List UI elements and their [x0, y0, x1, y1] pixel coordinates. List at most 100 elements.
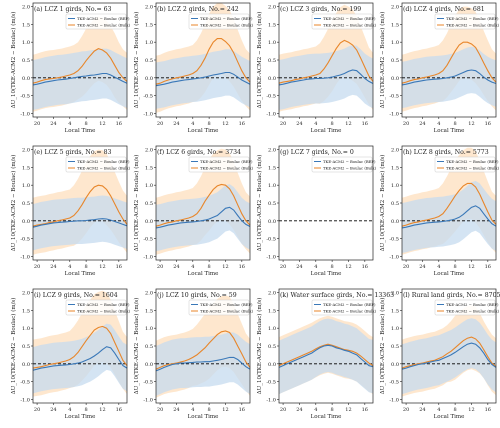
- y-tick-label: 1.0: [145, 40, 153, 46]
- x-axis-label: Local Time: [434, 271, 465, 277]
- y-axis-label: ΔU_10(TKE-ACM2 − Boulac) (m/s): [133, 298, 140, 395]
- y-tick-label: -1.0: [143, 111, 153, 117]
- x-tick-label: 16: [485, 121, 491, 127]
- subplot-panel: -1.0 -0.5 0.0 0.5 1.0 1.5 2.0 20 24 4 8 12 16 Local T…: [379, 2, 500, 134]
- subplot-title: (j) LCZ 10 girds, No.= 59: [157, 292, 237, 299]
- y-tick-label: -0.5: [143, 380, 153, 386]
- legend-box: [311, 156, 373, 173]
- y-tick-label: 2.0: [22, 291, 30, 297]
- x-axis-label: Local Time: [65, 128, 96, 134]
- bulk-series-line: [401, 41, 497, 84]
- subplot-panel: -1.0 -0.5 0.0 0.5 1.0 1.5 2.0 20 24 4 8 12 16 Local T…: [256, 145, 377, 277]
- y-tick-label: 2.0: [391, 148, 399, 154]
- x-axis-label: Local Time: [311, 414, 342, 420]
- legend-label-bep: TKE-ACM2 − Boulac (BEP): [200, 302, 253, 307]
- y-tick-label: 0.5: [268, 58, 276, 64]
- y-tick-label: -1.0: [266, 111, 276, 117]
- y-tick-label: 2.0: [268, 148, 276, 154]
- x-tick-label: 4: [314, 264, 317, 270]
- y-tick-label: 1.5: [22, 22, 30, 28]
- y-tick-label: 0.0: [22, 219, 30, 225]
- y-tick-label: 0.5: [22, 201, 30, 207]
- subplot-title: (f) LCZ 6 girds, No.= 3734: [157, 149, 241, 156]
- bep-series-line: [278, 69, 374, 86]
- legend-label-bulk: TKE-ACM2 − Boulac (Bulk): [77, 166, 131, 171]
- subplot-title: (g) LCZ 7 girds, No.= 0: [280, 149, 354, 156]
- y-axis-label: ΔU_10(TKE-ACM2 − Boulac) (m/s): [133, 155, 140, 252]
- bep-uncertainty-band: [156, 49, 250, 109]
- x-tick-label: 4: [68, 264, 71, 270]
- subplot-panel: -1.0 -0.5 0.0 0.5 1.0 1.5 2.0 20 24 4 8 12 16 Local T…: [133, 288, 254, 420]
- x-tick-label: 20: [34, 407, 40, 413]
- y-tick-label: 0.0: [391, 76, 399, 82]
- legend-label-bep: TKE-ACM2 − Boulac (BEP): [323, 16, 376, 21]
- y-axis-label: ΔU_10(TKE-ACM2 − Boulac) (m/s): [379, 155, 386, 252]
- x-tick-label: 20: [157, 407, 163, 413]
- x-tick-label: 12: [99, 121, 105, 127]
- x-tick-label: 12: [99, 407, 105, 413]
- x-axis-label: Local Time: [65, 414, 96, 420]
- legend-label-bep: TKE-ACM2 − Boulac (BEP): [200, 159, 253, 164]
- y-tick-label: 1.5: [145, 165, 153, 171]
- bep-uncertainty-band: [33, 323, 127, 394]
- x-tick-label: 16: [485, 264, 491, 270]
- y-tick-label: 0.5: [268, 201, 276, 207]
- y-tick-label: -1.0: [389, 397, 399, 403]
- legend-label-bep: TKE-ACM2 − Boulac (BEP): [323, 302, 376, 307]
- y-tick-label: 1.5: [391, 165, 399, 171]
- x-tick-label: 4: [191, 121, 194, 127]
- x-tick-label: 16: [239, 121, 245, 127]
- x-tick-label: 12: [468, 407, 474, 413]
- y-tick-label: -0.5: [266, 237, 276, 243]
- x-tick-label: 4: [437, 264, 440, 270]
- subplot-panel: -1.0 -0.5 0.0 0.5 1.0 1.5 2.0 20 24 4 8 12 16 Local T…: [10, 288, 131, 420]
- y-tick-label: 1.0: [145, 326, 153, 332]
- legend-box: [65, 156, 127, 173]
- y-tick-label: 0.5: [22, 344, 30, 350]
- y-tick-label: 0.0: [145, 219, 153, 225]
- legend-label-bep: TKE-ACM2 − Boulac (BEP): [446, 159, 499, 164]
- y-tick-label: -0.5: [389, 380, 399, 386]
- legend-label-bulk: TKE-ACM2 − Boulac (Bulk): [77, 23, 131, 28]
- y-tick-label: 2.0: [145, 148, 153, 154]
- y-tick-label: 2.0: [268, 5, 276, 11]
- y-tick-label: 0.5: [268, 344, 276, 350]
- subplot-panel: -1.0 -0.5 0.0 0.5 1.0 1.5 2.0 20 24 4 8 12 16 Local T…: [133, 145, 254, 277]
- bep-uncertainty-band: [33, 48, 127, 110]
- y-tick-label: -0.5: [20, 380, 30, 386]
- y-tick-label: 1.5: [145, 308, 153, 314]
- y-tick-label: 0.0: [391, 219, 399, 225]
- y-tick-label: -1.0: [266, 254, 276, 260]
- x-tick-label: 4: [314, 407, 317, 413]
- x-tick-label: 8: [208, 264, 211, 270]
- legend-box: [434, 299, 496, 316]
- bulk-series-line: [278, 39, 374, 84]
- x-tick-label: 8: [331, 264, 334, 270]
- x-tick-label: 20: [280, 407, 286, 413]
- legend-box: [311, 299, 373, 316]
- y-tick-label: 2.0: [268, 291, 276, 297]
- bep-series-line: [401, 205, 497, 229]
- subplot-title: (b) LCZ 2 girds, No.= 242: [157, 6, 239, 13]
- x-tick-label: 20: [403, 121, 409, 127]
- y-tick-label: -1.0: [20, 111, 30, 117]
- y-tick-label: -1.0: [266, 397, 276, 403]
- x-tick-label: 24: [296, 121, 302, 127]
- legend-box: [434, 156, 496, 173]
- legend-label-bep: TKE-ACM2 − Boulac (BEP): [77, 16, 130, 21]
- y-tick-label: -1.0: [389, 254, 399, 260]
- x-tick-label: 12: [222, 121, 228, 127]
- y-tick-label: -1.0: [20, 397, 30, 403]
- legend-label-bulk: TKE-ACM2 − Boulac (Bulk): [323, 166, 377, 171]
- x-tick-label: 8: [85, 121, 88, 127]
- y-tick-label: 0.0: [268, 362, 276, 368]
- x-tick-label: 16: [362, 121, 368, 127]
- bep-series-line: [32, 72, 128, 86]
- legend-label-bep: TKE-ACM2 − Boulac (BEP): [77, 159, 130, 164]
- x-tick-label: 12: [99, 264, 105, 270]
- legend-label-bulk: TKE-ACM2 − Boulac (Bulk): [200, 309, 254, 314]
- x-axis-label: Local Time: [65, 271, 96, 277]
- x-tick-label: 24: [296, 407, 302, 413]
- bep-uncertainty-band: [279, 318, 373, 395]
